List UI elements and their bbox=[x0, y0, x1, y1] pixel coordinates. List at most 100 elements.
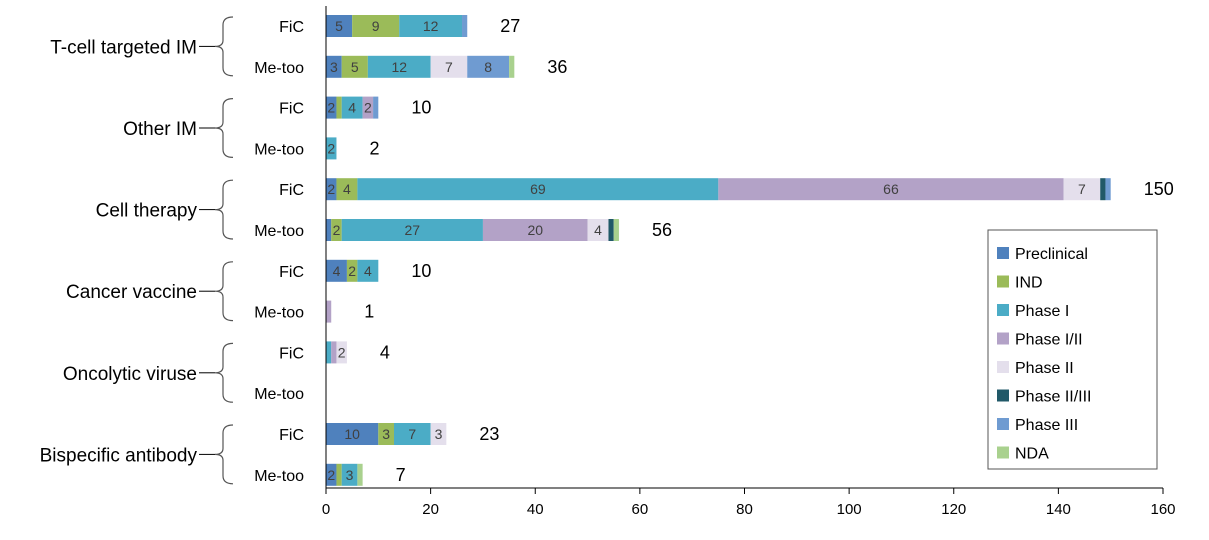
group-label: Cell therapy bbox=[96, 201, 198, 222]
x-tick-label: 140 bbox=[1046, 501, 1071, 518]
group-brace bbox=[214, 16, 234, 77]
segment-value-label: 7 bbox=[1078, 181, 1086, 197]
segment-value-label: 2 bbox=[348, 263, 356, 279]
x-tick-label: 80 bbox=[736, 501, 753, 518]
segment-value-label: 2 bbox=[327, 140, 335, 156]
bar-category-label: FiC bbox=[279, 101, 304, 118]
x-tick-label: 160 bbox=[1150, 501, 1175, 518]
bar-segment-preclinical bbox=[326, 423, 379, 445]
bar-segment-ind bbox=[336, 178, 358, 201]
bar-category-label: Me-too bbox=[254, 468, 304, 485]
legend-swatch bbox=[997, 247, 1009, 259]
bar-segment-phase-ii bbox=[430, 55, 468, 78]
bar-segment-preclinical bbox=[326, 259, 347, 282]
legend-entry-label: Phase I/II bbox=[1015, 332, 1083, 349]
bar-category-label: FiC bbox=[279, 345, 304, 362]
x-tick-label: 40 bbox=[527, 501, 544, 518]
group-brace bbox=[214, 261, 234, 322]
group-brace bbox=[214, 179, 234, 240]
bar-segment-preclinical bbox=[326, 219, 332, 241]
segment-value-label: 9 bbox=[372, 18, 380, 34]
x-tick-label: 20 bbox=[422, 501, 439, 518]
bar-total-label: 1 bbox=[364, 302, 374, 322]
bar-segment-phase-i bbox=[367, 55, 431, 78]
group-brace bbox=[214, 424, 234, 485]
x-tick-label: 0 bbox=[322, 501, 330, 518]
group-label: Other IM bbox=[123, 119, 197, 140]
bar-total-label: 27 bbox=[500, 16, 520, 36]
bar-segment-phase-iii bbox=[1105, 178, 1111, 201]
bar-segment-phase-iii bbox=[373, 96, 379, 119]
bar-segment-ind bbox=[331, 219, 342, 241]
category-labels: FiC Me-too T-cell targeted IM FiC Me-too Othe… bbox=[40, 16, 304, 485]
bar-segment-ind bbox=[341, 55, 368, 78]
bar-segment-phase-ii bbox=[430, 423, 447, 445]
segment-value-label: 7 bbox=[445, 59, 453, 75]
bar-segment-phase-i-ii bbox=[482, 219, 588, 241]
bar-segment-ind bbox=[336, 463, 342, 486]
segment-value-label: 27 bbox=[405, 222, 421, 238]
bar-segment-ind bbox=[378, 423, 395, 445]
x-tick-label: 120 bbox=[941, 501, 966, 518]
x-tick-label: 100 bbox=[837, 501, 862, 518]
legend-entry-label: Phase III bbox=[1015, 417, 1078, 434]
bar-segment-phase-i-ii bbox=[362, 96, 374, 119]
bar-category-label: FiC bbox=[279, 264, 304, 281]
bar-segment-preclinical bbox=[326, 463, 337, 486]
bar-total-label: 36 bbox=[547, 57, 567, 77]
bar-segment-phase-ii-iii bbox=[608, 219, 614, 241]
legend-entry-label: Preclinical bbox=[1015, 246, 1088, 263]
bar-segment-nda bbox=[509, 55, 515, 78]
bar-category-label: Me-too bbox=[254, 60, 304, 77]
segment-value-label: 10 bbox=[344, 426, 360, 442]
bar-segment-preclinical bbox=[326, 15, 353, 37]
legend-swatch bbox=[997, 389, 1009, 402]
bar-total-label: 56 bbox=[652, 220, 672, 240]
bar-segment-phase-i bbox=[326, 341, 332, 364]
segment-value-label: 4 bbox=[364, 263, 372, 279]
segment-value-label: 5 bbox=[351, 59, 359, 75]
bar-segment-phase-i bbox=[341, 463, 358, 486]
bar-segment-phase-ii bbox=[587, 219, 609, 241]
bar-segment-phase-i-ii bbox=[326, 300, 332, 323]
bar-total-label: 2 bbox=[369, 138, 379, 158]
group-label: Oncolytic viruse bbox=[63, 364, 197, 385]
segment-value-label: 2 bbox=[327, 181, 335, 197]
bar-segment-preclinical bbox=[326, 178, 337, 201]
legend-entry-label: Phase II bbox=[1015, 360, 1074, 377]
bar-segment-ind bbox=[352, 15, 400, 37]
segment-value-label: 2 bbox=[333, 222, 341, 238]
bar-total-label: 7 bbox=[396, 465, 406, 485]
segment-value-label: 69 bbox=[530, 181, 546, 197]
segment-value-label: 3 bbox=[330, 59, 338, 75]
bar-segment-phase-i-ii bbox=[331, 341, 337, 364]
bar-segment-nda bbox=[357, 463, 363, 486]
segment-value-label: 66 bbox=[883, 181, 899, 197]
segment-value-label: 4 bbox=[333, 263, 341, 279]
segment-value-label: 4 bbox=[348, 100, 356, 116]
x-tick-label: 60 bbox=[632, 501, 649, 518]
bar-segment-ind bbox=[336, 96, 342, 119]
segment-value-label: 12 bbox=[423, 18, 439, 34]
legend-swatch bbox=[997, 418, 1009, 430]
group-brace bbox=[214, 98, 234, 158]
bar-segment-phase-ii bbox=[1063, 178, 1101, 201]
bar-segment-phase-ii bbox=[336, 341, 347, 364]
group-label: Bispecific antibody bbox=[40, 445, 198, 466]
legend-swatch bbox=[997, 304, 1009, 316]
legend-box bbox=[987, 229, 1158, 470]
bar-segment-phase-ii-iii bbox=[1100, 178, 1106, 201]
bar-segment-phase-i bbox=[326, 137, 337, 160]
group-label: Cancer vaccine bbox=[66, 282, 197, 303]
legend-swatch bbox=[997, 361, 1009, 373]
bar-total-label: 10 bbox=[411, 98, 431, 118]
segment-value-label: 2 bbox=[327, 100, 335, 116]
bar-total-label: 23 bbox=[479, 424, 499, 444]
bar-segment-phase-i-ii bbox=[718, 178, 1064, 201]
bar-category-label: Me-too bbox=[254, 223, 304, 240]
bar-segment-phase-i bbox=[394, 423, 431, 445]
segment-value-label: 3 bbox=[435, 426, 443, 442]
